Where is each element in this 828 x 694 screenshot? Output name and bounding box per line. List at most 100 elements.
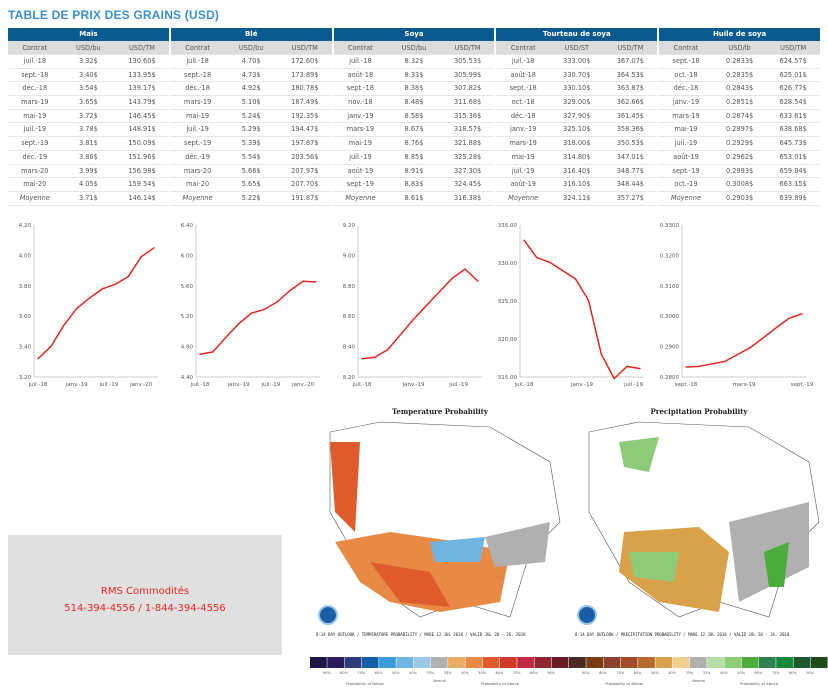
data-point [438, 291, 440, 293]
table-cell: 5.24$ [241, 111, 261, 120]
table-cell: janv.-19 [510, 125, 537, 134]
table-cell: août-18 [347, 70, 374, 79]
legend-swatch [396, 657, 414, 668]
legend-swatch [551, 657, 569, 668]
table-cell: déc.-19 [22, 152, 48, 161]
legend-label: 80% [530, 671, 538, 675]
price-table-0: Maïs Contrat USD/bu USD/TM juil.-18 3.32$ 130.… [8, 28, 169, 206]
x-tick-label: sept.-19 [791, 382, 814, 388]
table-row: août-19 8.91$ 327.30$ [333, 165, 495, 179]
table-cell: 5.10$ [241, 98, 261, 107]
table-cell: 5.54$ [241, 152, 261, 161]
average-row: Moyenne 3.71$ 146.14$ [8, 192, 169, 206]
table-cell: 305.99$ [453, 70, 482, 79]
legend-swatch [707, 657, 724, 668]
table-cell: oct.-19 [674, 180, 698, 189]
table-cell: 367.07$ [616, 57, 645, 65]
table-cell: 358.36$ [616, 125, 645, 134]
legend-swatch [741, 657, 759, 668]
x-tick-label: janv.-19 [570, 382, 593, 388]
chart-2: 8.20 8.40 8.60 8.80 9.00 9.20 juil.-18 janv.-19… [343, 223, 482, 388]
above-normal-region [330, 442, 360, 532]
table-cell: 8.85$ [404, 152, 424, 161]
x-tick-label: janv.-19 [227, 382, 250, 388]
y-tick-label: 8.40 [343, 345, 356, 351]
y-tick-label: 8.60 [343, 314, 356, 320]
table-cell: 316.40$ [563, 166, 591, 175]
table-cell: Moyenne [182, 193, 213, 202]
legend-swatch [327, 657, 345, 668]
legend-label: 50% [392, 671, 400, 675]
legend-swatch [724, 657, 742, 668]
table-row: mai-19 0.2897$ 638.68$ [659, 123, 820, 138]
table-cell: 0.2903$ [725, 193, 754, 202]
table-cell: Moyenne [670, 193, 702, 202]
table-cell: juil.-19 [511, 166, 535, 175]
table-cell: 8.38$ [404, 84, 424, 93]
data-point [50, 346, 52, 348]
table-row: janv.-19 325.10$ 358.36$ [496, 123, 658, 138]
y-tick-label: 9.20 [343, 223, 356, 229]
data-point [477, 280, 479, 282]
data-point [374, 356, 376, 358]
data-point [387, 349, 389, 351]
data-point [749, 346, 752, 349]
x-tick-label: juil.-19 [98, 382, 118, 388]
y-tick-label: 330.00 [498, 261, 518, 267]
table-cell: 5.22$ [241, 193, 261, 202]
table-cell: nov.-18 [348, 98, 373, 107]
table-cell: mars-19 [672, 111, 700, 120]
data-point [289, 289, 291, 291]
table-cell: oct.-18 [674, 70, 698, 79]
y-tick-label: 5.60 [181, 284, 194, 290]
table-row: déc.-18 4.92$ 180.78$ [170, 82, 332, 97]
data-point [153, 247, 155, 249]
table-row: mars-20 5.66$ 207.97$ [170, 165, 332, 179]
x-tick-label: juil.-18 [190, 382, 210, 388]
y-tick-label: 6.40 [181, 223, 194, 229]
data-point [140, 256, 142, 258]
table-cell: 8.33$ [404, 70, 424, 79]
table-cell: 5.66$ [241, 166, 261, 175]
table-row: sept.-18 3.40$ 133.95$ [8, 69, 169, 83]
data-point [451, 277, 453, 279]
table-cell: 362.66$ [616, 98, 645, 107]
table-cell: 4.92$ [241, 84, 261, 93]
data-point [412, 318, 415, 320]
legend-swatch [534, 657, 552, 668]
x-tick-label: janv.-20 [291, 382, 314, 388]
table-cell: 172.60$ [291, 57, 319, 65]
table-row: mars-19 5.10$ 187.49$ [170, 96, 332, 110]
table-cell: 325.10$ [563, 125, 591, 134]
table-row: déc.-18 3.54$ 139.17$ [8, 82, 169, 97]
table-cell: sept.-18 [672, 57, 700, 65]
table-cell: juil.-18 [349, 57, 372, 65]
table-cell: 3.54$ [78, 84, 98, 93]
y-tick-label: 9.00 [343, 253, 356, 259]
y-tick-label: 4.00 [19, 253, 32, 259]
table-cell: sept.-18 [184, 70, 212, 79]
map-title: Temperature Probability [392, 407, 489, 416]
table-row: mai-19 5.24$ 192.35$ [170, 110, 332, 124]
table-cell: 0.3008$ [725, 180, 754, 189]
above-normal-region [619, 437, 659, 472]
legend-label: 50% [651, 671, 659, 675]
data-point [762, 337, 764, 339]
table-cell: 173.89$ [291, 70, 319, 79]
table-cell: 357.27$ [616, 193, 645, 202]
data-point [736, 353, 739, 356]
table-cell: 197.87$ [291, 139, 319, 148]
price-table-3: Tourteau de soya Contrat USD/ST USD/TM juil.… [496, 28, 658, 206]
average-row: Moyenne 8.61$ 316.38$ [333, 192, 495, 206]
legend-swatch [310, 657, 327, 668]
table-row: juil.-19 0.2929$ 645.73$ [659, 137, 820, 151]
table-cell: déc.-18 [673, 84, 699, 93]
legend-label: 40% [409, 671, 417, 675]
table-cell: 8.58$ [404, 111, 424, 120]
table-cell: 4.73$ [241, 70, 261, 79]
table-cell: 325.28$ [453, 152, 482, 161]
table-cell: 329.00$ [563, 98, 591, 107]
table-cell: 348.44$ [616, 180, 645, 189]
chart-0: 3.20 3.40 3.60 3.80 4.00 4.20 juil.-18 janv.-19… [19, 223, 158, 388]
table-cell: mars-19 [346, 125, 375, 134]
